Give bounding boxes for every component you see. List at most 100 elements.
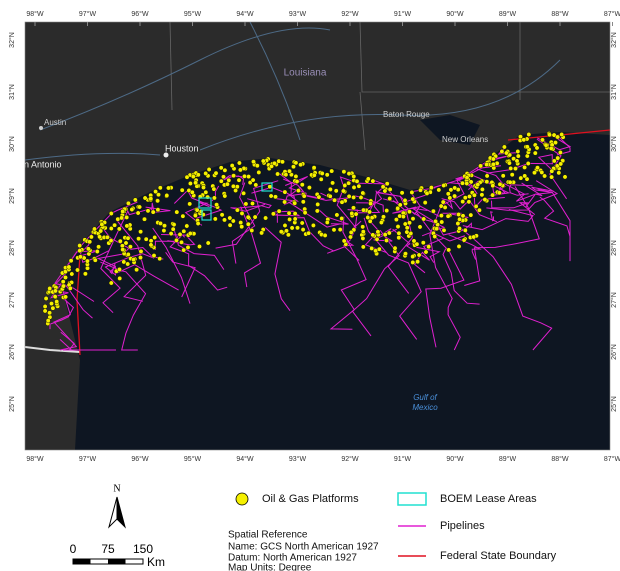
platform [382, 188, 388, 194]
lat-label: 26°N [610, 344, 618, 360]
scale-label: 150 [133, 542, 153, 556]
platform [292, 211, 298, 217]
platform [89, 234, 94, 240]
platform [464, 181, 470, 186]
lease-area [261, 182, 273, 192]
platform [460, 180, 465, 186]
platform [161, 228, 167, 234]
platform [195, 172, 201, 178]
platform [402, 197, 408, 203]
platform [438, 213, 444, 219]
platform [462, 195, 468, 201]
pipeline [537, 188, 571, 262]
platform [272, 160, 277, 166]
pipeline [96, 247, 130, 268]
platform [508, 165, 514, 171]
platform [452, 193, 457, 199]
pipeline [448, 234, 482, 260]
platform [125, 200, 131, 206]
platform [291, 164, 296, 170]
pipeline [363, 217, 422, 340]
pipeline [463, 154, 512, 178]
platform [45, 318, 51, 323]
platform [92, 257, 98, 263]
platform [549, 174, 554, 180]
platform [78, 254, 83, 260]
platform [75, 267, 80, 273]
platform [67, 285, 73, 291]
platform [354, 178, 360, 184]
pipeline [184, 202, 210, 226]
platform [310, 222, 316, 228]
platform [460, 213, 466, 219]
platform [222, 193, 228, 199]
platform [342, 183, 348, 188]
platform [285, 232, 291, 238]
pipeline [490, 211, 494, 222]
platform [124, 223, 130, 229]
platform [119, 215, 125, 221]
platform [98, 228, 104, 234]
north-arrow [108, 496, 118, 529]
platform [162, 223, 167, 229]
platform [250, 201, 255, 206]
platform [205, 240, 211, 246]
platform [219, 212, 225, 218]
platform [278, 229, 284, 235]
platform [445, 213, 451, 219]
platform [490, 192, 495, 198]
platform [214, 202, 220, 208]
platform [551, 158, 557, 164]
platform [143, 236, 149, 242]
platform [351, 174, 357, 179]
pipeline [342, 239, 360, 261]
platform [387, 196, 393, 202]
platform [242, 173, 247, 179]
platform [50, 305, 56, 311]
platform [532, 170, 537, 176]
platform [195, 221, 201, 226]
platform [134, 267, 140, 273]
platform [327, 186, 333, 192]
platform [275, 171, 280, 177]
platform [346, 193, 352, 199]
platform [403, 251, 408, 257]
platform [211, 195, 217, 201]
platform [54, 299, 60, 304]
platform [299, 220, 305, 226]
platform [387, 186, 393, 192]
pipeline [173, 189, 223, 219]
platform [497, 181, 503, 187]
platform [378, 220, 384, 225]
lon-label: 87°W [604, 10, 620, 18]
platform [457, 226, 462, 231]
platform [155, 207, 161, 213]
platform [482, 197, 488, 203]
platform [117, 275, 123, 281]
platform [201, 185, 206, 190]
lon-label: 92°W [341, 10, 359, 18]
platform [549, 168, 555, 174]
platform [348, 229, 354, 235]
north-arrow [116, 496, 126, 529]
platform [230, 218, 236, 224]
platform [236, 160, 242, 166]
platform [227, 215, 233, 221]
platform [229, 163, 235, 169]
platform [250, 177, 256, 183]
platform [300, 199, 306, 205]
platform [192, 213, 198, 219]
platform [500, 173, 506, 179]
platform [137, 204, 143, 210]
platform [418, 187, 423, 193]
platform [461, 237, 467, 243]
platform [211, 186, 217, 192]
platform [562, 174, 568, 180]
platform [221, 174, 226, 180]
platform [392, 245, 398, 251]
platform [324, 219, 330, 225]
platform [287, 216, 292, 222]
platform [108, 238, 114, 244]
platform [148, 238, 154, 244]
platform [311, 165, 317, 171]
